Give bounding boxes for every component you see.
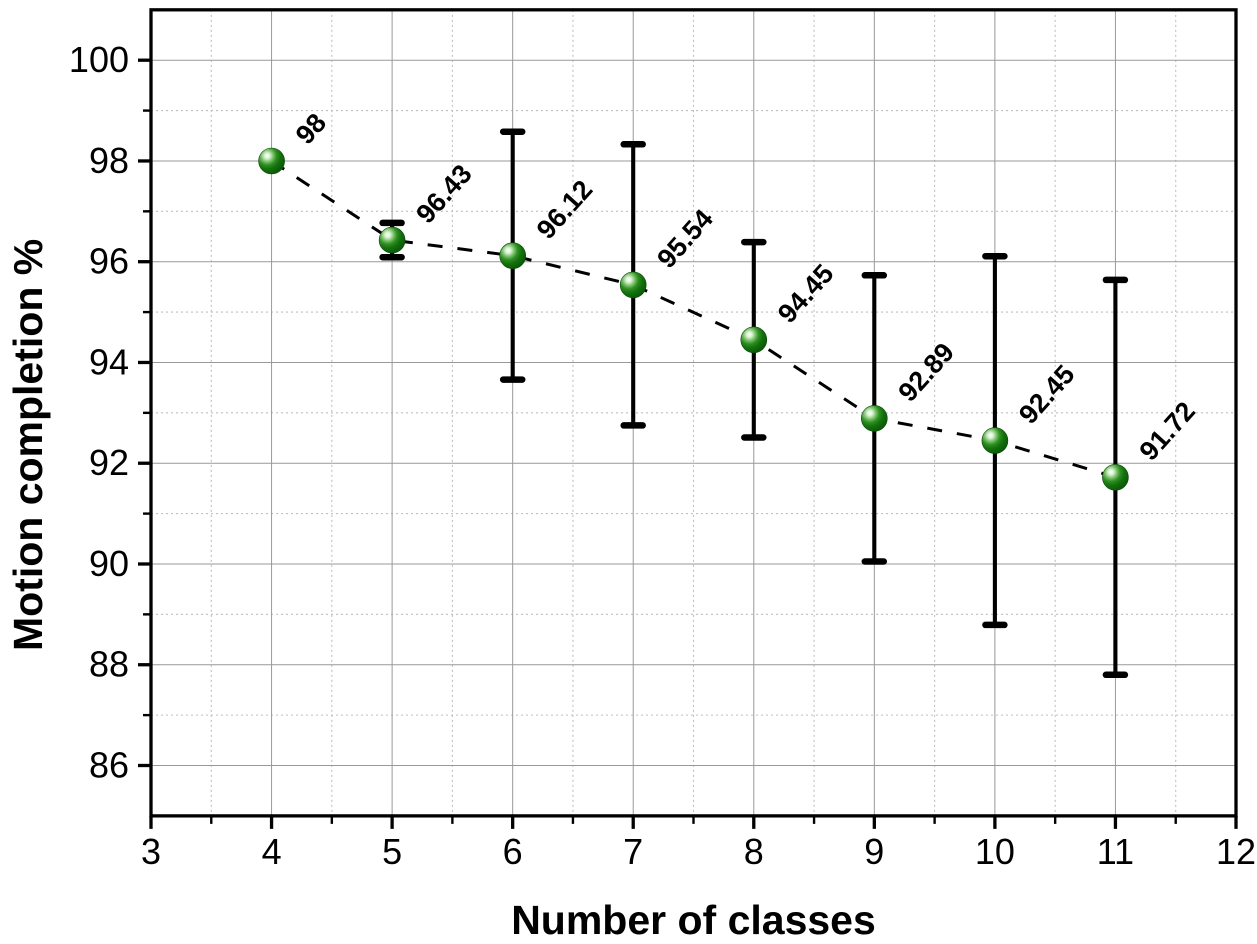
svg-text:12: 12 xyxy=(1216,831,1256,872)
svg-text:5: 5 xyxy=(382,831,402,872)
svg-text:4: 4 xyxy=(262,831,282,872)
svg-text:6: 6 xyxy=(503,831,523,872)
svg-text:98: 98 xyxy=(89,140,129,181)
svg-text:9: 9 xyxy=(864,831,884,872)
svg-text:100: 100 xyxy=(69,39,129,80)
svg-text:90: 90 xyxy=(89,543,129,584)
svg-text:Number of classes: Number of classes xyxy=(511,897,876,939)
svg-text:11: 11 xyxy=(1097,831,1134,872)
svg-text:88: 88 xyxy=(89,644,129,685)
svg-text:10: 10 xyxy=(975,831,1015,872)
svg-text:7: 7 xyxy=(623,831,643,872)
svg-text:Motion completion %: Motion completion % xyxy=(5,239,51,651)
svg-text:8: 8 xyxy=(744,831,764,872)
svg-text:86: 86 xyxy=(89,745,129,786)
svg-text:92: 92 xyxy=(89,442,129,483)
svg-text:3: 3 xyxy=(141,831,161,872)
svg-text:94: 94 xyxy=(89,342,129,383)
svg-text:96: 96 xyxy=(89,241,129,282)
